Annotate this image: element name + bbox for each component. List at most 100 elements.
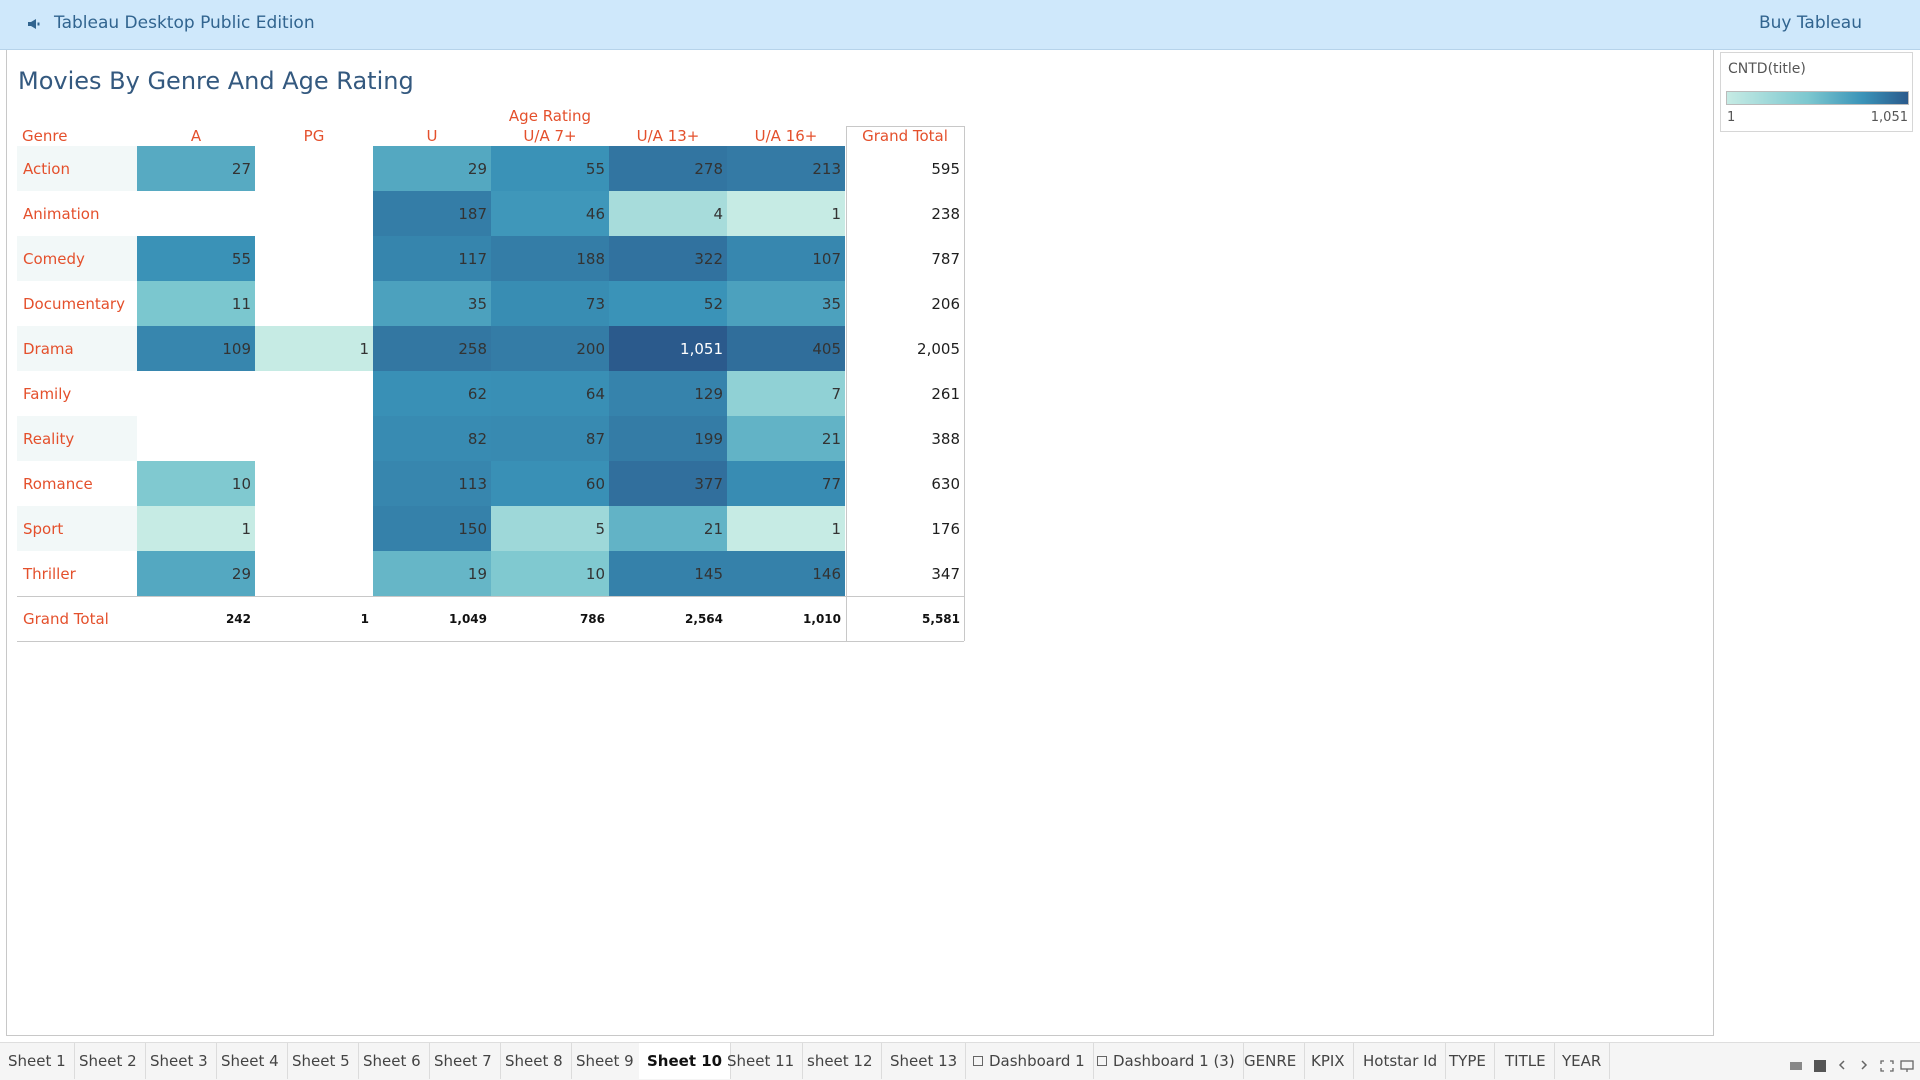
sheet-tab[interactable]: TITLE [1497, 1043, 1555, 1079]
row-label[interactable]: Documentary [23, 294, 125, 313]
column-grand-total[interactable]: 1 [360, 611, 369, 626]
heatmap-cell[interactable]: 7 [727, 371, 845, 416]
heatmap-cell[interactable] [137, 416, 255, 461]
heatmap-cell[interactable]: 322 [609, 236, 727, 281]
row-grand-total[interactable]: 787 [931, 249, 960, 268]
sheet-tab[interactable]: Sheet 4 [213, 1043, 288, 1079]
sheet-tab[interactable]: sheet 12 [799, 1043, 882, 1079]
row-label[interactable]: Drama [17, 326, 137, 371]
heatmap-cell[interactable]: 19 [373, 551, 491, 596]
sheet-tab[interactable]: TYPE [1441, 1043, 1495, 1079]
column-grand-total[interactable]: 1,049 [449, 611, 487, 626]
show-filmstrip-icon[interactable] [1814, 1060, 1826, 1075]
presentation-mode-icon[interactable] [1880, 1060, 1894, 1075]
show-sheet-sorter-icon[interactable] [1790, 1060, 1802, 1073]
row-label[interactable]: Reality [17, 416, 137, 461]
heatmap-cell[interactable]: 21 [727, 416, 845, 461]
row-grand-total[interactable]: 630 [931, 474, 960, 493]
heatmap-cell[interactable]: 405 [727, 326, 845, 371]
sheet-tab[interactable]: GENRE [1236, 1043, 1306, 1079]
color-legend[interactable]: CNTD(title) 1 1,051 [1720, 52, 1913, 132]
column-grand-total[interactable]: 1,010 [803, 611, 841, 626]
heatmap-cell[interactable]: 129 [609, 371, 727, 416]
sheet-tab[interactable]: Sheet 13 [882, 1043, 967, 1079]
heatmap-cell[interactable] [255, 236, 373, 281]
heatmap-cell[interactable]: 55 [137, 236, 255, 281]
heatmap-cell[interactable]: 145 [609, 551, 727, 596]
heatmap-cell[interactable]: 35 [373, 281, 491, 326]
heatmap-cell[interactable] [255, 551, 373, 596]
heatmap-cell[interactable]: 199 [609, 416, 727, 461]
heatmap-cell[interactable] [255, 371, 373, 416]
heatmap-cell[interactable]: 82 [373, 416, 491, 461]
column-grand-total[interactable]: 242 [225, 611, 251, 626]
heatmap-cell[interactable]: 35 [727, 281, 845, 326]
dashboard-tab[interactable]: Dashboard 1 [965, 1043, 1094, 1079]
column-header[interactable]: PG [303, 127, 325, 145]
heatmap-cell[interactable]: 187 [373, 191, 491, 236]
overall-grand-total[interactable]: 5,581 [922, 611, 960, 626]
heatmap-cell[interactable]: 200 [491, 326, 609, 371]
sheet-tab[interactable]: Sheet 11 [719, 1043, 804, 1079]
row-grand-total[interactable]: 388 [931, 429, 960, 448]
heatmap-cell[interactable]: 87 [491, 416, 609, 461]
row-label[interactable]: Sport [17, 506, 137, 551]
heatmap-cell[interactable]: 29 [373, 146, 491, 191]
heatmap-cell[interactable]: 60 [491, 461, 609, 506]
row-grand-total[interactable]: 238 [931, 204, 960, 223]
heatmap-cell[interactable]: 377 [609, 461, 727, 506]
heatmap-cell[interactable]: 10 [137, 461, 255, 506]
heatmap-cell[interactable]: 27 [137, 146, 255, 191]
heatmap-cell[interactable]: 64 [491, 371, 609, 416]
row-label[interactable]: Action [17, 146, 137, 191]
heatmap-cell[interactable]: 52 [609, 281, 727, 326]
heatmap-cell[interactable]: 10 [491, 551, 609, 596]
heatmap-cell[interactable]: 278 [609, 146, 727, 191]
row-label[interactable]: Animation [23, 204, 100, 223]
heatmap-cell[interactable] [137, 371, 255, 416]
heatmap-cell[interactable] [255, 146, 373, 191]
heatmap-cell[interactable] [255, 191, 373, 236]
heatmap-cell[interactable]: 11 [137, 281, 255, 326]
row-label[interactable]: Romance [23, 474, 93, 493]
row-label[interactable]: Comedy [17, 236, 137, 281]
column-header[interactable]: U/A 7+ [523, 127, 577, 145]
heatmap-cell[interactable]: 107 [727, 236, 845, 281]
sheet-tab[interactable]: Hotstar Id [1355, 1043, 1447, 1079]
heatmap-cell[interactable]: 258 [373, 326, 491, 371]
heatmap-cell[interactable] [255, 461, 373, 506]
column-header[interactable]: U [426, 127, 438, 145]
heatmap-cell[interactable]: 62 [373, 371, 491, 416]
heatmap-cell[interactable]: 1 [255, 326, 373, 371]
heatmap-cell[interactable]: 4 [609, 191, 727, 236]
heatmap-cell[interactable]: 29 [137, 551, 255, 596]
sheet-tab[interactable]: Sheet 7 [426, 1043, 501, 1079]
dashboard-tab[interactable]: Dashboard 1 (3) [1089, 1043, 1244, 1079]
heatmap-cell[interactable]: 1 [727, 506, 845, 551]
heatmap-cell[interactable]: 1 [137, 506, 255, 551]
row-grand-total[interactable]: 206 [931, 294, 960, 313]
sheet-tab[interactable]: KPIX [1303, 1043, 1354, 1079]
heatmap-cell[interactable]: 188 [491, 236, 609, 281]
sheet-tab[interactable]: Sheet 5 [284, 1043, 359, 1079]
column-grand-total[interactable]: 786 [579, 611, 605, 626]
row-label[interactable]: Thriller [23, 564, 76, 583]
heatmap-cell[interactable] [255, 281, 373, 326]
sheet-tab[interactable]: Sheet 1 [0, 1043, 75, 1079]
heatmap-cell[interactable]: 150 [373, 506, 491, 551]
heatmap-cell[interactable]: 109 [137, 326, 255, 371]
sheet-tab[interactable]: Sheet 6 [355, 1043, 430, 1079]
heatmap-cell[interactable]: 21 [609, 506, 727, 551]
sheet-tab[interactable]: Sheet 2 [71, 1043, 146, 1079]
row-grand-total[interactable]: 595 [931, 159, 960, 178]
sheet-tab[interactable]: YEAR [1554, 1043, 1611, 1079]
column-header[interactable]: U/A 16+ [754, 127, 818, 145]
heatmap-cell[interactable]: 113 [373, 461, 491, 506]
heatmap-cell[interactable]: 146 [727, 551, 845, 596]
full-screen-icon[interactable] [1900, 1060, 1914, 1075]
sheet-tab[interactable]: Sheet 3 [142, 1043, 217, 1079]
heatmap-cell[interactable] [255, 416, 373, 461]
column-header[interactable]: U/A 13+ [636, 127, 700, 145]
heatmap-cell[interactable] [255, 506, 373, 551]
sheet-tab[interactable]: Sheet 10 [639, 1043, 732, 1079]
